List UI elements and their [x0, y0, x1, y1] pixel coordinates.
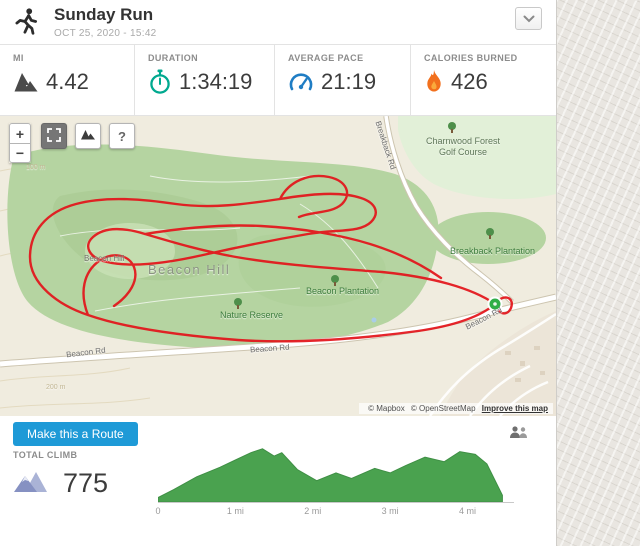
map-label-contour-100: 100 m — [26, 164, 46, 171]
stat-pace-value: 21:19 — [321, 69, 377, 94]
map-label-beacon-hill-large: Beacon Hill — [148, 262, 231, 277]
stat-calories-value: 426 — [451, 69, 488, 94]
route-track — [28, 174, 513, 343]
zoom-out-button[interactable]: − — [9, 143, 31, 163]
stats-bar: MI 4.42 DURATION — [0, 44, 556, 116]
stat-calories-label: CALORIES BURNED — [424, 53, 518, 63]
map-controls: + − — [9, 123, 143, 163]
workout-footer: Make this a Route TOTAL CLIMB — [0, 416, 556, 546]
total-climb-value: 775 — [63, 468, 109, 498]
stat-average-pace: AVERAGE PACE 21:19 — [275, 45, 411, 115]
workout-header: Sunday Run OCT 25, 2020 - 15:42 — [0, 0, 556, 44]
speedometer-icon — [288, 70, 314, 94]
map-label-contour-200: 200 m — [46, 384, 66, 391]
stat-calories: CALORIES BURNED 426 — [411, 45, 556, 115]
stat-distance-value: 4.42 — [46, 69, 89, 94]
stat-duration-value: 1:34:19 — [179, 69, 253, 94]
stopwatch-icon — [148, 69, 172, 95]
x-tick-label: 1 mi — [226, 506, 244, 516]
osm-attribution-link[interactable]: © OpenStreetMap — [410, 404, 476, 413]
stat-duration-label: DURATION — [148, 53, 199, 63]
elevation-area-shape — [158, 448, 503, 502]
map-label-golf-line1: Charnwood Forest — [425, 136, 501, 146]
x-tick-label: 3 mi — [381, 506, 399, 516]
people-icon[interactable] — [508, 425, 530, 446]
page-background-texture — [556, 0, 640, 546]
zoom-in-button[interactable]: + — [9, 123, 31, 143]
total-climb-mountains-icon — [13, 468, 51, 499]
stat-distance-label: MI — [13, 53, 24, 63]
terrain-button[interactable] — [75, 123, 101, 149]
stat-distance: MI 4.42 — [0, 45, 135, 115]
elevation-chart-baseline — [158, 502, 514, 503]
map-label-nature-reserve: Nature Reserve — [220, 310, 284, 320]
map-label-golf-course: Charnwood Forest Golf Course — [408, 136, 518, 158]
stat-pace-label: AVERAGE PACE — [288, 53, 364, 63]
stat-duration: DURATION 1:34:19 — [135, 45, 275, 115]
improve-map-link[interactable]: Improve this map — [481, 404, 548, 413]
x-tick-label: 0 — [155, 506, 161, 516]
map-attribution: © Mapbox © OpenStreetMap Improve this ma… — [359, 403, 553, 414]
chevron-down-icon — [523, 11, 535, 26]
runner-icon — [12, 7, 40, 42]
map-label-golf-line2: Golf Course — [438, 146, 488, 157]
zoom-control: + − — [9, 123, 31, 163]
make-route-button[interactable]: Make this a Route — [13, 422, 138, 446]
map-graphics — [0, 116, 556, 416]
elevation-chart-canvas — [158, 448, 503, 502]
fullscreen-button[interactable] — [41, 123, 67, 149]
map-label-breakback-plantation: Breakback Plantation — [450, 246, 536, 256]
mapbox-attribution-link[interactable]: © Mapbox — [368, 404, 405, 413]
elevation-chart: 0 1 mi 2 mi 3 mi 4 mi — [155, 446, 514, 520]
help-button[interactable]: ? — [109, 123, 135, 149]
question-mark-icon: ? — [118, 128, 126, 144]
map-label-beacon-plantation: Beacon Plantation — [306, 286, 380, 296]
terrain-icon — [80, 129, 96, 144]
x-tick-label: 4 mi — [459, 506, 477, 516]
mountain-icon — [13, 70, 39, 94]
tree-icon — [234, 122, 494, 309]
collapse-button[interactable] — [515, 7, 542, 30]
total-climb-block: TOTAL CLIMB 775 — [13, 450, 148, 499]
workout-title: Sunday Run — [54, 5, 154, 24]
start-marker — [487, 296, 503, 312]
flame-icon — [424, 69, 444, 95]
header-text: Sunday Run OCT 25, 2020 - 15:42 — [54, 5, 157, 39]
map-label-beacon-hill-small: Beacon Hill — [84, 254, 125, 263]
expand-icon — [47, 127, 61, 145]
route-map[interactable]: Charnwood Forest Golf Course Breakback P… — [0, 116, 556, 416]
elevation-x-axis: 0 1 mi 2 mi 3 mi 4 mi — [155, 506, 514, 520]
x-tick-label: 2 mi — [304, 506, 322, 516]
workout-datetime: OCT 25, 2020 - 15:42 — [54, 28, 157, 39]
workout-panel: Sunday Run OCT 25, 2020 - 15:42 MI — [0, 0, 557, 546]
total-climb-label: TOTAL CLIMB — [13, 450, 78, 460]
